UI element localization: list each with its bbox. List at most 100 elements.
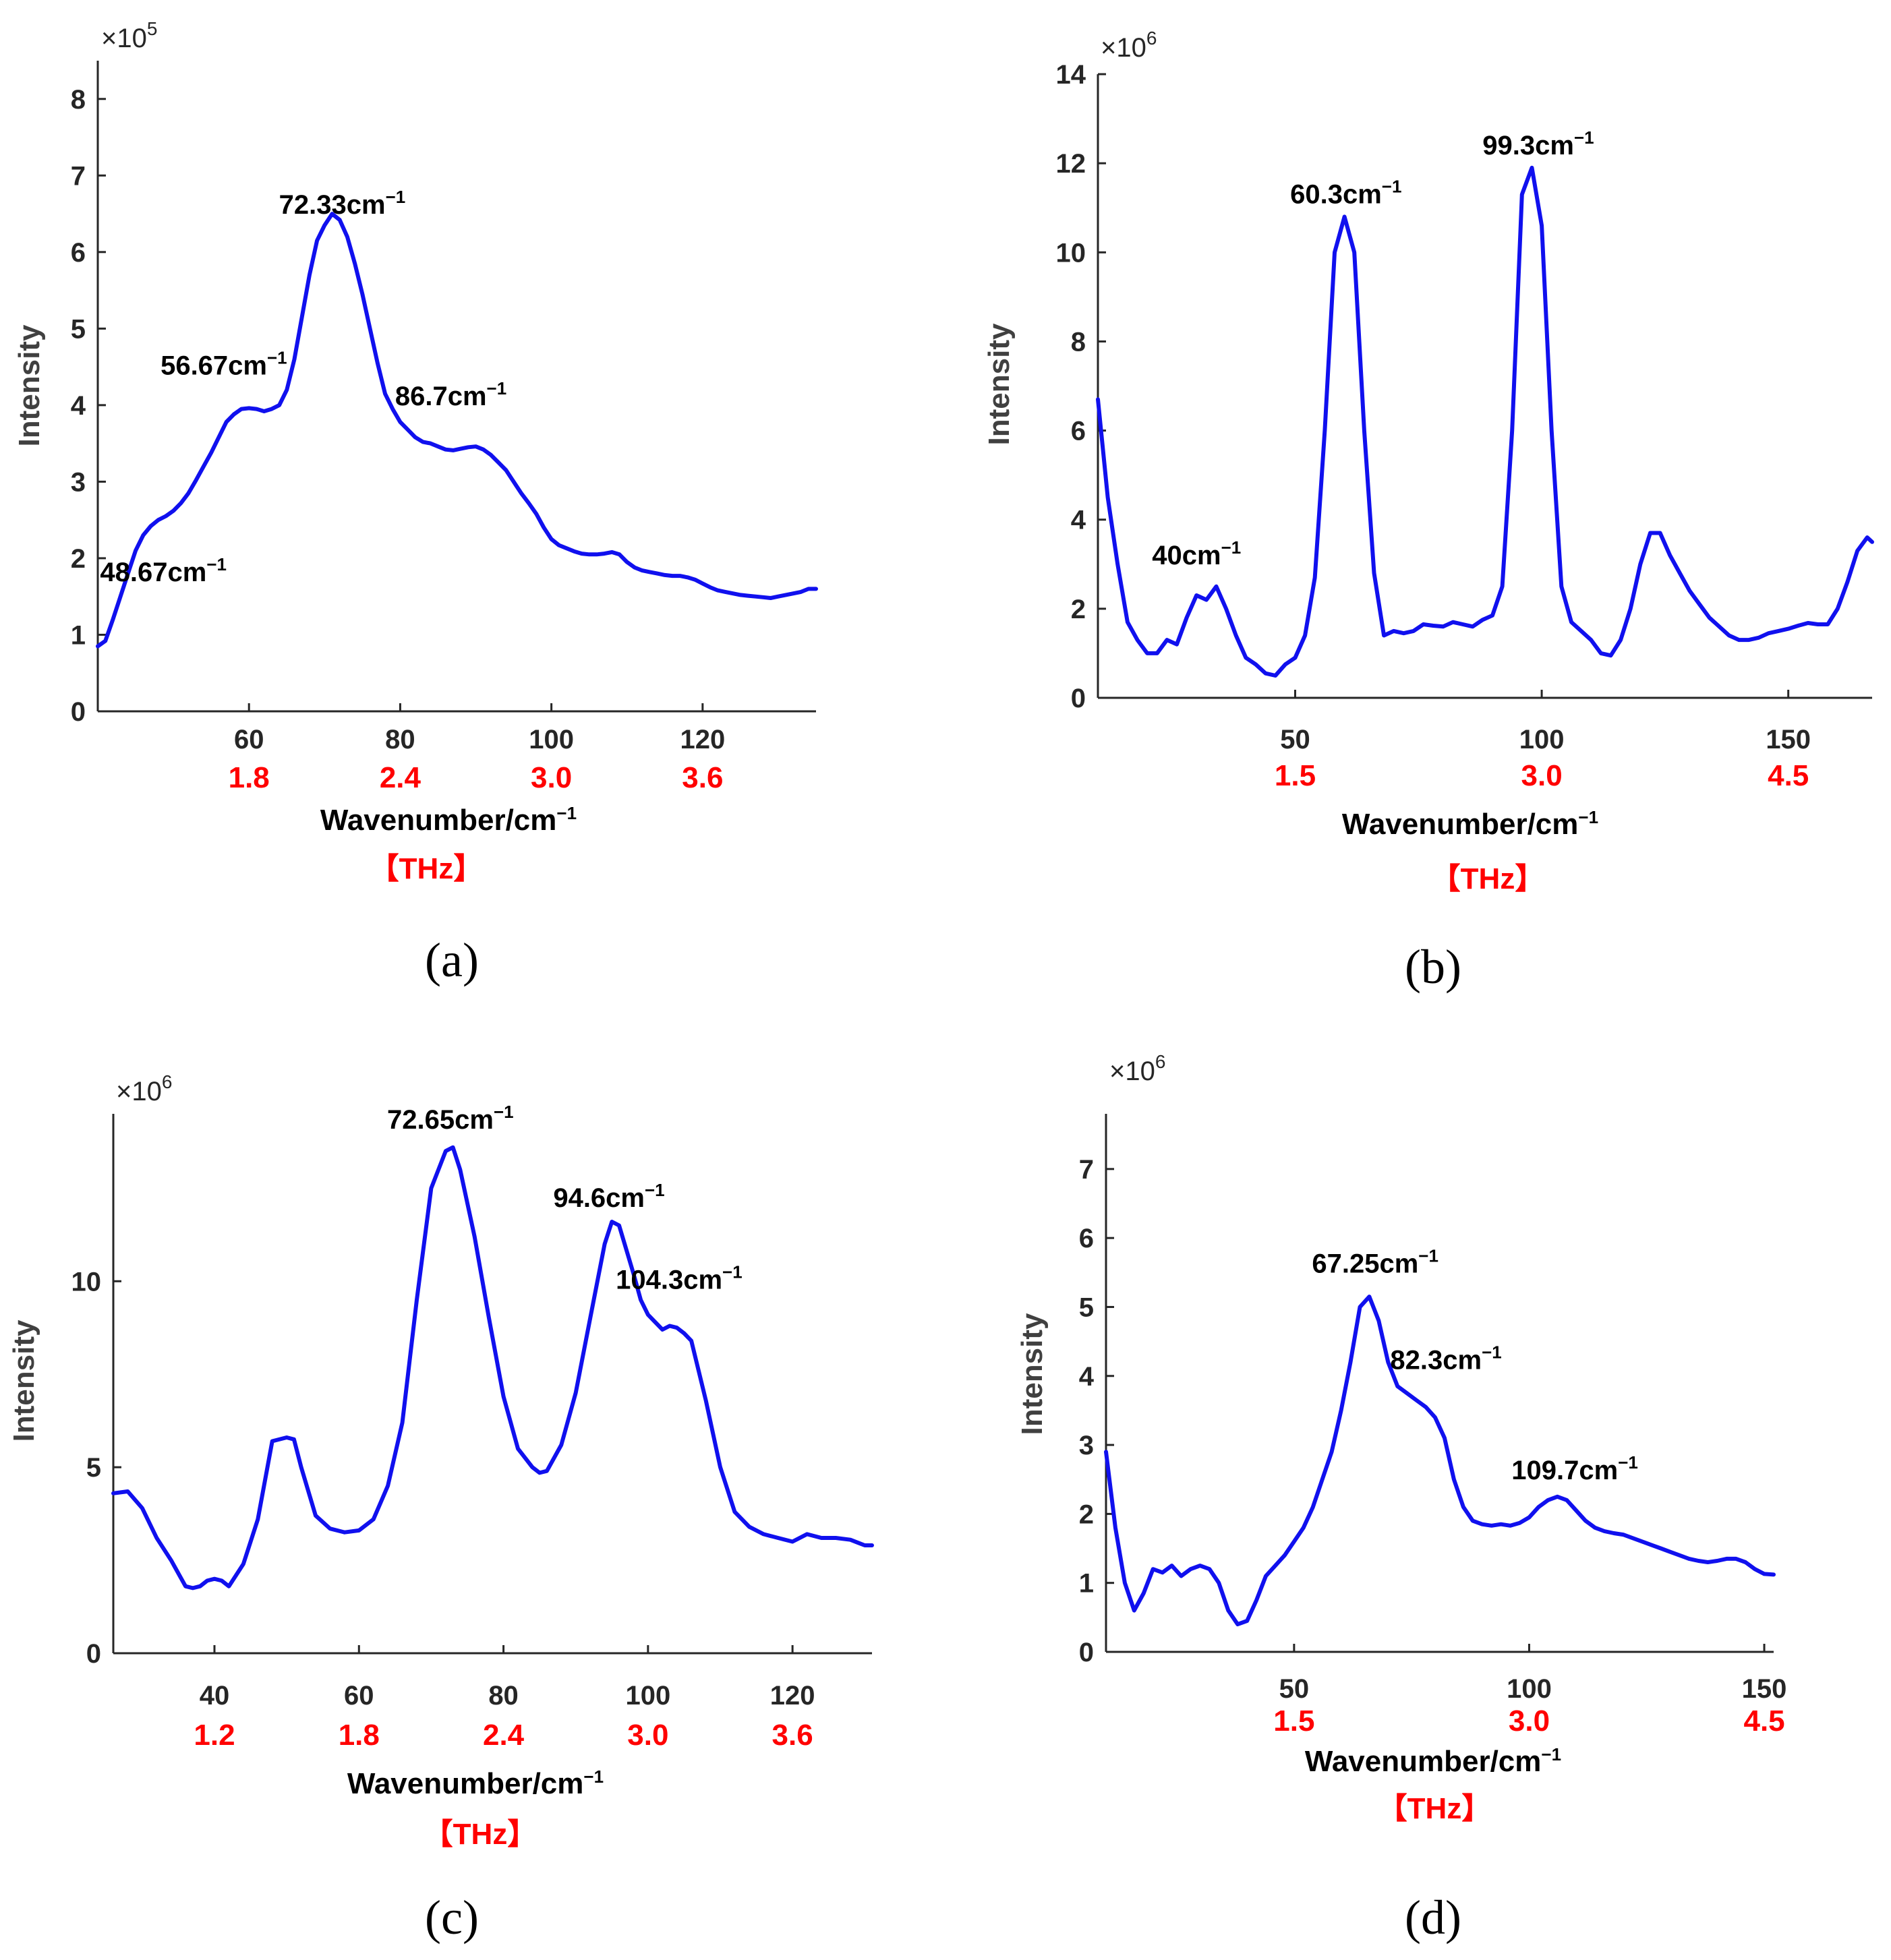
y-tick-label: 12 <box>1056 149 1086 179</box>
thz-unit-label: 【THz】 <box>370 852 484 885</box>
x-axis-title: Wavenumber/cm−1 <box>1305 1744 1561 1778</box>
x-axis-title: Wavenumber/cm−1 <box>347 1766 604 1800</box>
spectrum-line <box>1104 1295 1776 1627</box>
y-tick-label: 4 <box>1079 1362 1095 1392</box>
peak-annotation: 99.3cm−1 <box>1482 127 1594 160</box>
y-axis-title: Intensity <box>7 1319 40 1442</box>
axis-multiplier-exponent: 6 <box>1146 28 1157 49</box>
peak-annotation-main: 72.65cm <box>387 1105 494 1135</box>
peak-annotation-exponent: −1 <box>1221 537 1242 558</box>
x-tick-label: 120 <box>770 1681 815 1711</box>
thz-unit-label: 【THz】 <box>1431 862 1545 895</box>
peak-annotation-exponent: −1 <box>1482 1342 1502 1363</box>
thz-tick-label: 4.5 <box>1743 1704 1784 1738</box>
y-tick-label: 0 <box>86 1639 101 1669</box>
y-tick-label: 8 <box>1071 327 1086 357</box>
peak-annotation: 40cm−1 <box>1152 537 1241 570</box>
spectrum-line <box>1096 165 1874 678</box>
x-tick-label: 100 <box>1507 1674 1552 1704</box>
x-tick-label: 150 <box>1766 725 1811 754</box>
peak-annotation-main: 99.3cm <box>1482 131 1574 160</box>
x-tick-label: 50 <box>1280 725 1310 754</box>
peak-annotation: 104.3cm−1 <box>616 1261 743 1295</box>
panel-c: 0 5 10 40 60 80 100 120 1.2 1.8 2.4 3.0 3.6 ×106 Inten… <box>7 1071 874 1944</box>
x-axis-title-exponent: −1 <box>583 1766 604 1787</box>
panel-label: (c) <box>425 1891 479 1944</box>
x-axis-title-main: Wavenumber/cm <box>320 804 556 837</box>
peak-annotation-exponent: −1 <box>1382 177 1402 197</box>
peak-annotation-exponent: −1 <box>494 1102 514 1122</box>
thz-tick-label: 3.0 <box>1521 759 1563 792</box>
y-tick-label: 14 <box>1056 60 1086 90</box>
peak-annotation: 72.33cm−1 <box>279 187 406 220</box>
x-axis-title-exponent: −1 <box>1541 1744 1561 1764</box>
peak-annotation-main: 40cm <box>1152 541 1221 570</box>
y-tick-label: 5 <box>1079 1293 1094 1322</box>
x-axis-title-main: Wavenumber/cm <box>1305 1745 1541 1778</box>
peak-annotation: 82.3cm−1 <box>1390 1342 1501 1375</box>
peak-annotation: 60.3cm−1 <box>1290 177 1401 210</box>
spectrum-line <box>96 212 818 649</box>
thz-tick-label: 3.6 <box>682 761 723 794</box>
x-tick-label: 40 <box>200 1681 230 1711</box>
panel-label: (b) <box>1405 940 1461 994</box>
y-tick-label: 3 <box>71 467 86 497</box>
y-tick-label: 5 <box>71 314 86 344</box>
peak-annotation-exponent: −1 <box>1574 127 1594 148</box>
x-tick-label: 100 <box>1519 725 1565 754</box>
y-axis-title: Intensity <box>1016 1313 1049 1435</box>
thz-tick-label: 2.4 <box>380 761 421 794</box>
y-tick-label: 3 <box>1079 1431 1094 1460</box>
y-tick-label: 10 <box>71 1267 102 1297</box>
thz-tick-label: 2.4 <box>483 1719 525 1752</box>
y-tick-label: 6 <box>71 238 86 268</box>
x-axis-title-exponent: −1 <box>1578 807 1598 827</box>
y-tick-label: 5 <box>86 1453 101 1483</box>
y-tick-label: 6 <box>1071 417 1086 446</box>
y-tick-label: 8 <box>71 85 86 115</box>
y-axis-title: Intensity <box>983 323 1016 445</box>
peak-annotation-main: 104.3cm <box>616 1265 722 1295</box>
x-tick-label: 80 <box>385 725 415 754</box>
peak-annotation: 72.65cm−1 <box>387 1102 514 1135</box>
peak-annotation-exponent: −1 <box>645 1180 665 1200</box>
x-axis-title-main: Wavenumber/cm <box>1342 808 1578 841</box>
panel-label: (d) <box>1405 1891 1461 1944</box>
peak-annotation-main: 48.67cm <box>100 558 206 587</box>
y-tick-label: 7 <box>71 161 86 191</box>
peak-annotation: 109.7cm−1 <box>1511 1452 1638 1485</box>
thz-unit-label: 【THz】 <box>424 1818 537 1851</box>
thz-tick-label: 1.2 <box>194 1719 235 1752</box>
y-tick-label: 7 <box>1079 1155 1094 1185</box>
thz-tick-label: 4.5 <box>1768 759 1809 792</box>
peak-annotation-exponent: −1 <box>487 378 507 398</box>
peak-annotation-main: 86.7cm <box>395 382 487 411</box>
peak-annotation: 67.25cm−1 <box>1312 1245 1438 1278</box>
spectrum-line <box>111 1145 874 1591</box>
y-tick-label: 1 <box>71 620 86 650</box>
y-tick-label: 0 <box>1071 684 1086 713</box>
y-tick-label: 2 <box>1071 595 1086 624</box>
x-tick-label: 60 <box>234 725 264 754</box>
peak-annotation-exponent: −1 <box>722 1261 743 1282</box>
peak-annotation: 94.6cm−1 <box>553 1180 664 1213</box>
y-tick-label: 6 <box>1079 1224 1094 1253</box>
axis-multiplier-main: ×10 <box>1101 33 1146 63</box>
thz-unit-label: 【THz】 <box>1378 1792 1492 1825</box>
peak-annotation-main: 109.7cm <box>1511 1456 1618 1485</box>
peak-annotation-exponent: −1 <box>1418 1245 1438 1266</box>
thz-tick-label: 3.0 <box>1509 1704 1550 1738</box>
y-tick-label: 4 <box>71 391 86 421</box>
peak-annotation-main: 72.33cm <box>279 190 386 220</box>
axis-multiplier-main: ×10 <box>101 24 147 53</box>
x-tick-label: 80 <box>488 1681 519 1711</box>
y-tick-label: 2 <box>1079 1499 1094 1529</box>
y-tick-label: 1 <box>1079 1569 1094 1599</box>
y-tick-label: 0 <box>1079 1638 1094 1667</box>
y-tick-label: 2 <box>71 544 86 574</box>
peak-annotation-main: 56.67cm <box>161 351 267 380</box>
y-axis-title: Intensity <box>13 324 46 446</box>
